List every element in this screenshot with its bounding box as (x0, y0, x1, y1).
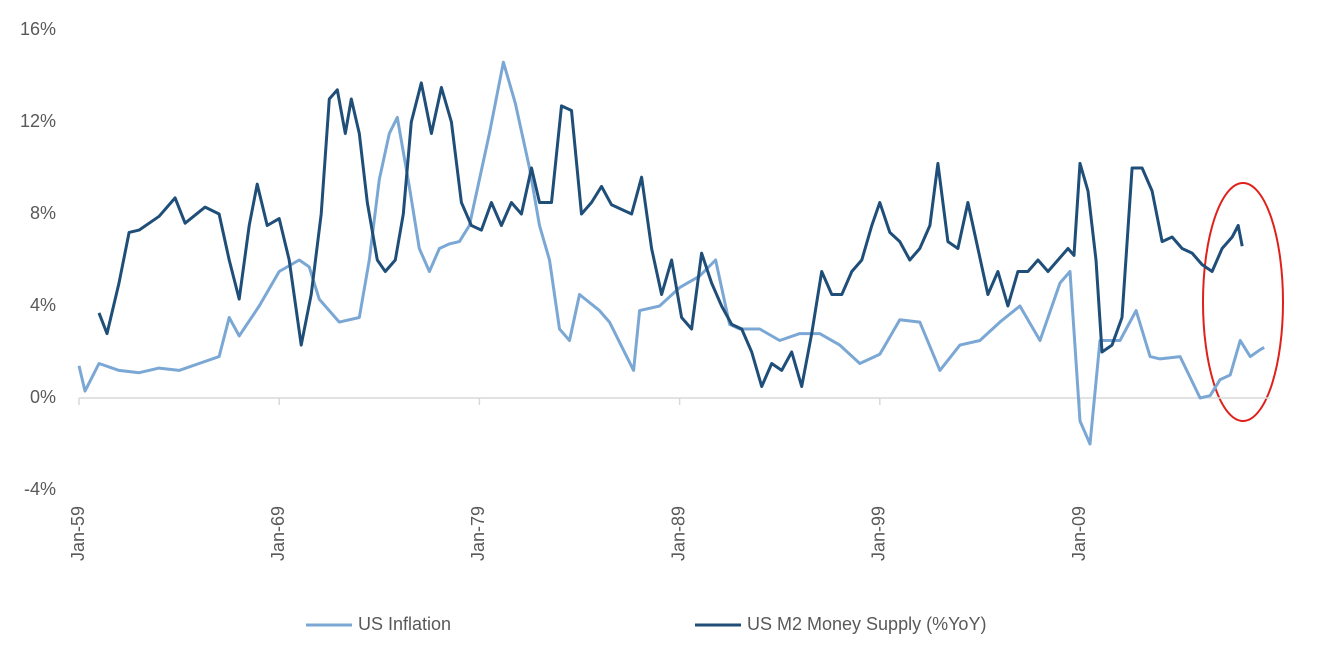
x-tick-label: Jan-69 (268, 506, 288, 561)
series-line (77, 60, 1265, 446)
x-tick-label: Jan-89 (668, 506, 688, 561)
x-tick-label: Jan-79 (468, 506, 488, 561)
legend-label: US Inflation (358, 614, 451, 634)
x-tick-label: Jan-09 (1069, 506, 1089, 561)
y-tick-label: 4% (30, 295, 56, 315)
legend-label: US M2 Money Supply (%YoY) (747, 614, 986, 634)
y-tick-label: 12% (20, 111, 56, 131)
y-tick-label: 16% (20, 19, 56, 39)
highlight-ellipse (1202, 182, 1284, 422)
y-tick-label: 8% (30, 203, 56, 223)
series-line (97, 81, 1244, 388)
y-tick-label: 0% (30, 387, 56, 407)
y-tick-label: -4% (24, 479, 56, 499)
x-tick-label: Jan-99 (869, 506, 889, 561)
x-tick-label: Jan-59 (68, 506, 88, 561)
